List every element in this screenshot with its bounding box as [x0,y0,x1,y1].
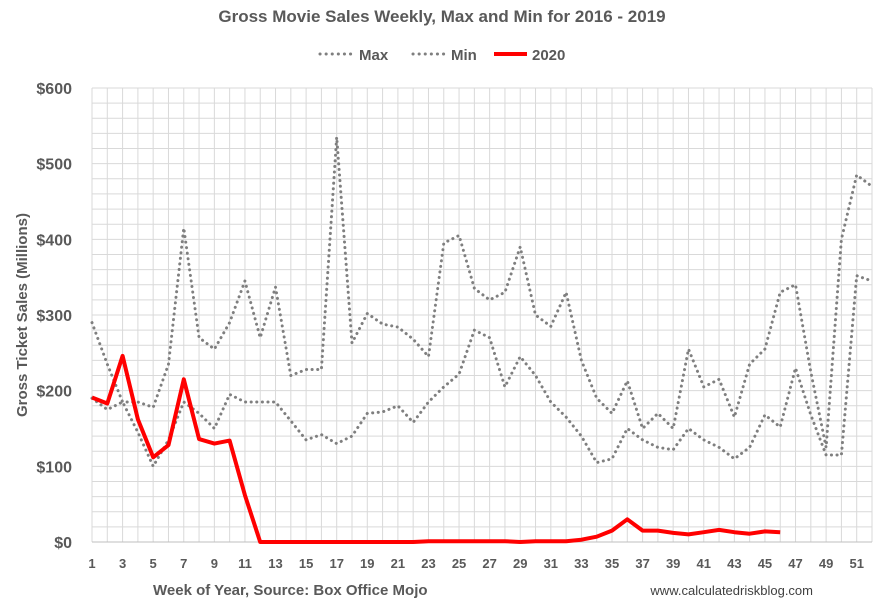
series-line-max [90,135,874,449]
x-tick-label: 43 [727,556,741,571]
x-tick-label: 19 [360,556,374,571]
gridlines [91,87,873,543]
x-tick-label: 45 [758,556,772,571]
x-tick-label: 35 [605,556,619,571]
legend-2020-label: 2020 [532,47,565,64]
series-line-2020 [91,353,781,544]
series-line-min [90,274,874,468]
x-tick-label: 7 [180,556,187,571]
series-lines [90,135,874,544]
legend-max-label: Max [359,47,389,64]
y-tick-label: $500 [36,157,72,174]
x-axis-ticks: 1 3 5 7 9 11 13 15 17 19 21 23 25 27 29 31 33 35 37 39 41 43 4… [88,556,864,571]
y-axis-ticks: $0 $100 $200 $300 $400 $500 $600 [36,81,72,552]
x-tick-label: 13 [268,556,282,571]
x-tick-label: 11 [238,556,252,571]
x-tick-label: 15 [299,556,313,571]
x-tick-label: 27 [482,556,496,571]
x-tick-label: 23 [421,556,435,571]
x-tick-label: 21 [391,556,405,571]
x-tick-label: 3 [119,556,126,571]
x-tick-label: 47 [788,556,802,571]
x-tick-label: 39 [666,556,680,571]
y-tick-label: $200 [36,384,72,401]
x-tick-label: 33 [574,556,588,571]
x-tick-label: 1 [88,556,95,571]
x-axis-label: Week of Year, Source: Box Office Mojo [153,582,428,599]
x-tick-label: 41 [697,556,711,571]
source-note: www.calculatedriskblog.com [649,583,813,598]
x-tick-label: 25 [452,556,466,571]
x-tick-label: 49 [819,556,833,571]
y-tick-label: $300 [36,308,72,325]
y-tick-label: $600 [36,81,72,98]
x-tick-label: 17 [329,556,343,571]
y-tick-label: $100 [36,459,72,476]
legend-min-label: Min [451,47,477,64]
y-tick-label: $0 [54,535,72,552]
x-tick-label: 31 [544,556,558,571]
x-tick-label: 51 [849,556,863,571]
x-tick-label: 5 [150,556,157,571]
y-axis-label: Gross Ticket Sales (Millions) [14,213,31,417]
x-tick-label: 9 [211,556,218,571]
chart-title: Gross Movie Sales Weekly, Max and Min fo… [218,7,665,26]
legend: Max Min 2020 [318,47,565,64]
y-tick-label: $400 [36,232,72,249]
x-tick-label: 29 [513,556,527,571]
x-tick-label: 37 [635,556,649,571]
